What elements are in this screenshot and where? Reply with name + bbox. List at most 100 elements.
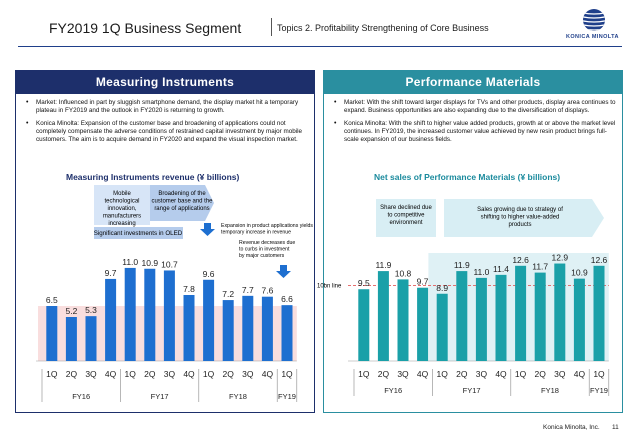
annotation-line: Broadening of the xyxy=(158,191,206,197)
bar-9 xyxy=(534,272,546,361)
tick-label-8: 1Q xyxy=(203,369,215,379)
annotation-box-oled xyxy=(94,227,183,239)
slide-header: FY2019 1Q Business Segment Topics 2. Pro… xyxy=(0,0,640,62)
bar-10 xyxy=(554,263,566,361)
annotation-expansion: Expansion in product applications yields… xyxy=(221,223,313,236)
tick-label-6: 3Q xyxy=(476,369,488,379)
chart-title: Measuring Instruments revenue (¥ billion… xyxy=(66,172,240,182)
value-label-2: 5.3 xyxy=(85,305,97,315)
value-label-10: 12.9 xyxy=(552,253,569,263)
value-label-7: 11.4 xyxy=(493,264,509,274)
annotation-mobile: Mobile technological innovation, manufactur… xyxy=(103,191,141,227)
value-label-1: 11.9 xyxy=(375,260,391,270)
tick-label-11: 4Q xyxy=(574,369,586,379)
annotation-decline: Share declined due to competitive environm… xyxy=(380,205,432,226)
value-label-9: 7.2 xyxy=(222,289,234,299)
group-label-1: FY17 xyxy=(463,386,481,395)
annotation-line: to curbs in investment xyxy=(239,247,290,253)
value-label-0: 9.5 xyxy=(358,278,370,288)
globe-logo-icon xyxy=(583,9,605,31)
page-number: 11 xyxy=(612,424,619,431)
tick-label-9: 2Q xyxy=(223,369,235,379)
chart-plot: 6.5 1Q 5.2 2Q 5.3 3Q 9.7 4Q 11.0 1Q 10.9 2Q 10.7 3Q 7.… xyxy=(36,257,298,402)
annotation-line: products xyxy=(508,222,531,228)
chart-plot: 9.5 1Q 11.9 2Q 10.8 3Q 9.7 4Q 8.9 1Q 11.9 2Q 11.0 3Q 1… xyxy=(348,253,610,396)
annotation-line: customer base and the xyxy=(151,199,213,205)
ref-line-label: 10bn line xyxy=(317,283,342,289)
bar-9 xyxy=(222,300,234,361)
tick-label-7: 4Q xyxy=(495,369,507,379)
logo-wordmark: KONICA MINOLTA xyxy=(566,34,619,40)
tick-label-5: 2Q xyxy=(144,369,156,379)
panel-heading: Performance Materials xyxy=(324,71,622,94)
bar-7 xyxy=(183,295,195,361)
measuring-revenue-chart: Mobile technological innovation, manufactur… xyxy=(36,185,313,402)
value-label-6: 10.7 xyxy=(161,259,178,269)
bar-8 xyxy=(515,265,527,361)
tick-label-7: 4Q xyxy=(183,369,195,379)
annotation-line: innovation, xyxy=(107,206,136,212)
bar-4 xyxy=(124,267,136,361)
tick-label-3: 4Q xyxy=(105,369,117,379)
value-label-11: 10.9 xyxy=(571,268,588,278)
tick-label-6: 3Q xyxy=(164,369,176,379)
tick-label-1: 2Q xyxy=(66,369,78,379)
group-label-2: FY18 xyxy=(541,386,559,395)
bar-11 xyxy=(261,296,273,361)
bullet-market: Market: With the shift toward larger dis… xyxy=(334,99,616,115)
page-subtitle: Topics 2. Profitability Strengthening of… xyxy=(277,23,489,33)
down-arrow-icon xyxy=(200,223,215,236)
tick-label-0: 1Q xyxy=(358,369,370,379)
group-label-2: FY18 xyxy=(229,392,247,401)
value-label-8: 9.6 xyxy=(203,269,215,279)
panel-heading: Measuring Instruments xyxy=(16,71,314,94)
tick-label-4: 1Q xyxy=(437,369,449,379)
value-label-12: 6.6 xyxy=(281,294,293,304)
annotation-line: manufacturers xyxy=(103,214,141,220)
tick-label-12: 1Q xyxy=(281,369,293,379)
title-divider xyxy=(271,18,272,36)
bar-4 xyxy=(436,293,448,361)
group-label-3: FY19 xyxy=(278,392,296,401)
value-label-7: 7.8 xyxy=(183,284,195,294)
annotation-line: to competitive xyxy=(387,213,425,219)
annotation-box-decline xyxy=(376,199,436,237)
annotation-line: Revenue decreases due xyxy=(239,240,295,246)
bar-3 xyxy=(105,278,117,361)
tick-label-4: 1Q xyxy=(125,369,137,379)
bullet-list: Market: With the shift toward larger dis… xyxy=(324,94,622,144)
measuring-instruments-panel: Measuring Instruments Market: Influenced… xyxy=(15,70,315,413)
annotation-line: Expansion in product applications yields xyxy=(221,223,313,229)
header-rule xyxy=(18,46,622,47)
bullet-konica: Konica Minolta: With the shift to higher… xyxy=(334,120,616,144)
value-label-12: 12.6 xyxy=(591,255,608,265)
bar-2 xyxy=(85,316,97,361)
value-label-1: 5.2 xyxy=(65,306,77,316)
tick-label-3: 4Q xyxy=(417,369,429,379)
group-label-0: FY16 xyxy=(72,392,90,401)
bar-2 xyxy=(397,279,409,361)
annotation-arrow-broadening xyxy=(150,185,214,221)
value-label-6: 11.0 xyxy=(473,267,489,277)
value-label-3: 9.7 xyxy=(417,277,429,287)
bar-1 xyxy=(65,317,77,361)
performance-materials-panel: Performance Materials Market: With the s… xyxy=(317,70,623,413)
tick-label-10: 3Q xyxy=(554,369,566,379)
chart-title: Net sales of Performance Materials (¥ bi… xyxy=(374,172,561,182)
bar-5 xyxy=(144,268,156,361)
annotation-line: Mobile xyxy=(113,191,131,197)
value-label-0: 6.5 xyxy=(46,295,58,305)
annotation-line: by major customers xyxy=(239,253,285,259)
tick-label-2: 3Q xyxy=(85,369,97,379)
value-label-10: 7.7 xyxy=(242,285,254,295)
bar-6 xyxy=(163,270,175,361)
annotation-arrow-growing xyxy=(444,199,604,237)
annotation-decrease: Revenue decreases due to curbs in investm… xyxy=(239,240,295,259)
value-label-4: 11.0 xyxy=(122,257,138,267)
bar-3 xyxy=(417,287,429,361)
tick-label-12: 1Q xyxy=(593,369,605,379)
value-label-3: 9.7 xyxy=(105,268,117,278)
annotation-line: technological xyxy=(104,199,139,205)
bar-7 xyxy=(495,274,507,361)
tick-label-0: 1Q xyxy=(46,369,58,379)
